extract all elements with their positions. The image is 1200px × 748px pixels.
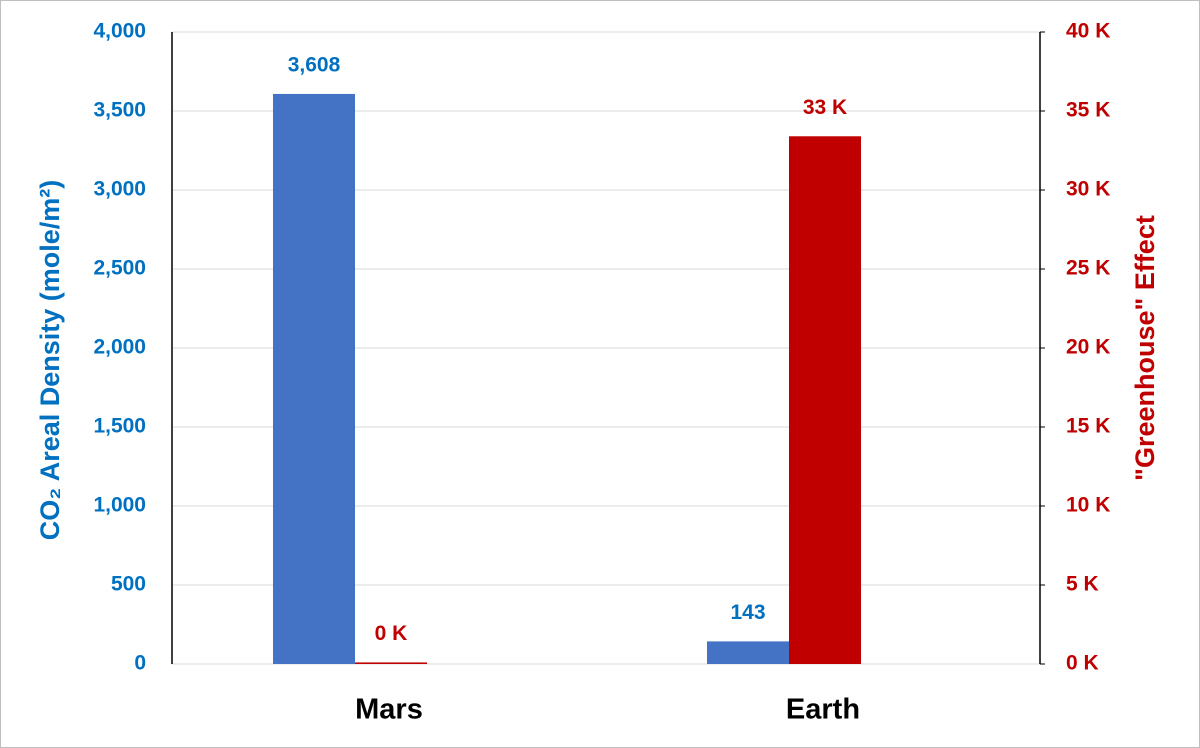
data-label: 0 K <box>375 622 408 645</box>
y-tick-label: 1,500 <box>93 415 146 438</box>
bar <box>707 641 789 664</box>
y-tick-label: 2,000 <box>93 336 146 359</box>
y-tick-label: 1,000 <box>93 494 146 517</box>
data-label: 33 K <box>803 96 847 119</box>
y2-tick-label: 15 K <box>1066 415 1110 438</box>
y-tick-label: 4,000 <box>93 20 146 43</box>
bar <box>273 93 355 665</box>
bar <box>789 136 861 664</box>
y2-tick-label: 25 K <box>1066 257 1110 280</box>
y-tick-label: 3,500 <box>93 99 146 122</box>
y-tick-label: 2,500 <box>93 257 146 280</box>
y2-tick-label: 10 K <box>1066 494 1110 517</box>
y2-tick-label: 5 K <box>1066 573 1099 596</box>
y-tick-label: 0 <box>134 652 146 675</box>
x-tick-label: Earth <box>786 694 860 726</box>
y2-tick-label: 0 K <box>1066 652 1099 675</box>
y-tick-label: 500 <box>111 573 146 596</box>
y2-tick-label: 30 K <box>1066 178 1110 201</box>
y2-tick-label: 40 K <box>1066 20 1110 43</box>
data-label: 143 <box>730 601 765 624</box>
x-tick-label: Mars <box>355 694 423 726</box>
data-label: 3,608 <box>288 53 341 76</box>
y-axis-title: CO₂ Areal Density (mole/m²) <box>35 180 65 541</box>
y2-tick-label: 20 K <box>1066 336 1110 359</box>
y2-tick-label: 35 K <box>1066 99 1110 122</box>
y2-axis-title: "Greenhouse" Effect <box>1130 215 1160 481</box>
y-tick-label: 3,000 <box>93 178 146 201</box>
bar <box>355 662 427 664</box>
